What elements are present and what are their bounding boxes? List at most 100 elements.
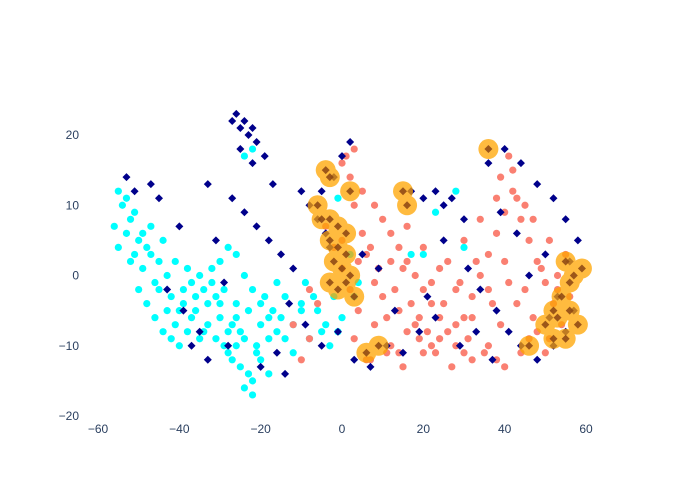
- data-point[interactable]: [252, 222, 261, 231]
- data-point[interactable]: [261, 292, 269, 301]
- data-point[interactable]: [370, 201, 379, 209]
- data-point[interactable]: [431, 313, 440, 322]
- data-point[interactable]: [318, 328, 326, 336]
- data-point[interactable]: [333, 327, 342, 336]
- data-point[interactable]: [419, 250, 427, 259]
- data-point[interactable]: [399, 363, 407, 371]
- data-point[interactable]: [289, 321, 297, 329]
- data-point[interactable]: [224, 341, 233, 350]
- data-point[interactable]: [273, 278, 281, 287]
- data-point[interactable]: [440, 300, 448, 308]
- data-point[interactable]: [260, 152, 269, 161]
- data-point[interactable]: [541, 349, 549, 357]
- data-point[interactable]: [427, 278, 436, 287]
- data-point[interactable]: [492, 356, 501, 364]
- data-point[interactable]: [216, 300, 224, 308]
- data-point[interactable]: [533, 355, 542, 364]
- data-point[interactable]: [460, 215, 468, 224]
- data-point[interactable]: [196, 271, 204, 280]
- data-point[interactable]: [277, 250, 285, 259]
- data-point[interactable]: [525, 236, 533, 244]
- data-point[interactable]: [436, 264, 444, 273]
- data-point[interactable]: [252, 138, 261, 147]
- data-point[interactable]: [354, 257, 362, 266]
- data-point[interactable]: [342, 278, 351, 287]
- data-point[interactable]: [122, 229, 131, 237]
- data-point[interactable]: [257, 356, 265, 364]
- data-point[interactable]: [240, 271, 248, 280]
- data-point[interactable]: [460, 314, 468, 322]
- data-point[interactable]: [220, 342, 228, 350]
- data-point[interactable]: [569, 271, 578, 280]
- data-point[interactable]: [264, 236, 273, 245]
- data-point[interactable]: [403, 222, 411, 230]
- data-point[interactable]: [452, 285, 460, 294]
- data-point[interactable]: [387, 257, 395, 266]
- data-point[interactable]: [431, 208, 440, 216]
- data-point[interactable]: [281, 292, 289, 301]
- data-point[interactable]: [460, 236, 468, 244]
- data-point[interactable]: [272, 348, 281, 357]
- data-point[interactable]: [370, 278, 379, 287]
- data-point[interactable]: [135, 285, 143, 294]
- data-point[interactable]: [301, 278, 309, 287]
- data-point[interactable]: [232, 250, 240, 259]
- data-point[interactable]: [415, 314, 423, 322]
- data-point[interactable]: [114, 243, 122, 251]
- data-point[interactable]: [325, 236, 334, 245]
- data-point[interactable]: [488, 300, 497, 308]
- data-point[interactable]: [297, 356, 305, 364]
- data-point[interactable]: [232, 314, 240, 322]
- data-point[interactable]: [350, 335, 358, 343]
- data-point[interactable]: [436, 335, 444, 343]
- data-point[interactable]: [501, 208, 509, 216]
- data-point[interactable]: [521, 285, 529, 294]
- data-point[interactable]: [211, 236, 220, 245]
- data-point[interactable]: [403, 201, 412, 210]
- data-point[interactable]: [297, 300, 305, 308]
- data-point[interactable]: [317, 341, 326, 350]
- data-point[interactable]: [257, 321, 265, 329]
- data-point[interactable]: [411, 321, 419, 329]
- data-point[interactable]: [354, 307, 362, 315]
- data-point[interactable]: [561, 334, 570, 343]
- data-point[interactable]: [342, 250, 351, 259]
- data-point[interactable]: [155, 257, 163, 266]
- data-point[interactable]: [248, 285, 257, 294]
- data-point[interactable]: [379, 292, 387, 301]
- data-point[interactable]: [399, 264, 407, 273]
- data-point[interactable]: [228, 321, 236, 329]
- data-point[interactable]: [244, 307, 253, 315]
- data-point[interactable]: [321, 166, 330, 175]
- data-point[interactable]: [265, 370, 273, 378]
- data-point[interactable]: [281, 335, 289, 343]
- data-point[interactable]: [317, 187, 326, 196]
- data-point[interactable]: [383, 314, 391, 322]
- data-point[interactable]: [317, 215, 326, 224]
- data-point[interactable]: [126, 215, 135, 223]
- data-point[interactable]: [533, 180, 542, 189]
- data-point[interactable]: [163, 307, 171, 315]
- data-point[interactable]: [171, 321, 179, 329]
- data-point[interactable]: [281, 369, 290, 378]
- data-point[interactable]: [131, 208, 139, 216]
- data-point[interactable]: [358, 187, 366, 195]
- data-point[interactable]: [224, 328, 232, 336]
- data-point[interactable]: [322, 321, 330, 329]
- data-point[interactable]: [314, 307, 322, 315]
- data-point[interactable]: [224, 349, 232, 357]
- data-point[interactable]: [464, 335, 472, 343]
- data-point[interactable]: [179, 306, 188, 315]
- data-point[interactable]: [325, 278, 334, 287]
- data-point[interactable]: [403, 328, 411, 336]
- data-point[interactable]: [460, 349, 468, 357]
- data-point[interactable]: [399, 187, 407, 196]
- data-point[interactable]: [240, 335, 248, 343]
- data-point[interactable]: [553, 271, 562, 280]
- data-point[interactable]: [187, 341, 196, 350]
- data-point[interactable]: [500, 145, 509, 154]
- data-point[interactable]: [545, 236, 554, 244]
- data-point[interactable]: [452, 321, 460, 329]
- data-point[interactable]: [195, 327, 204, 336]
- data-point[interactable]: [146, 180, 155, 189]
